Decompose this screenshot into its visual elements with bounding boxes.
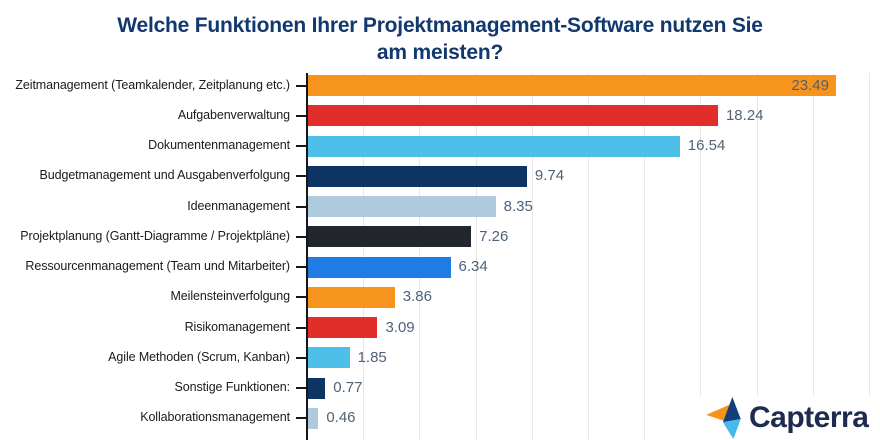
chart-title: Welche Funktionen Ihrer Projektmanagemen… (0, 12, 880, 66)
gridline (812, 73, 814, 440)
axis-tick (296, 145, 306, 147)
bar-value-label: 9.74 (534, 167, 565, 185)
category-label: Ideenmanagement (187, 198, 290, 213)
axis-tick (296, 417, 306, 420)
bar (308, 256, 451, 278)
gridline (475, 73, 477, 440)
bar-value-label: 1.85 (357, 348, 387, 366)
category-label: Sonstige Funktionen: (174, 380, 291, 394)
gridline (644, 73, 646, 440)
axis-tick (296, 356, 306, 359)
category-label: Zeitmanagement (Teamkalender, Zeitplanun… (15, 77, 290, 92)
bar-value-label: 7.26 (479, 227, 509, 245)
axis-tick (296, 175, 306, 178)
category-label: Meilensteinverfolgung (170, 289, 290, 304)
category-label: Risikomanagement (184, 319, 291, 334)
bar-value-label: 8.35 (503, 197, 533, 215)
chart-title-line2: am meisten? (376, 41, 504, 64)
bar (308, 407, 319, 429)
capterra-logo-text: Capterra (749, 401, 869, 434)
bar (308, 286, 395, 308)
bar (308, 196, 496, 217)
bar-value-label: 23.49 (791, 76, 829, 94)
category-label: Projektplanung (Gantt-Diagramme / Projek… (20, 228, 290, 243)
gridline (868, 73, 870, 440)
axis-tick (296, 326, 306, 329)
gridline (587, 73, 589, 440)
category-label: Kollaborationsmanagement (140, 410, 290, 425)
axis-tick (296, 114, 306, 117)
bar (308, 317, 378, 338)
chart-title-line1: Welche Funktionen Ihrer Projektmanagemen… (117, 14, 763, 37)
bar-value-label: 18.24 (725, 106, 764, 124)
axis-tick (296, 235, 306, 238)
category-label: Agile Methoden (Scrum, Kanban) (108, 349, 290, 364)
y-axis-line (306, 73, 308, 440)
bar-value-label: 3.09 (385, 318, 415, 336)
bar-value-label: 6.34 (458, 258, 488, 275)
gridline (531, 73, 533, 440)
axis-tick (296, 296, 306, 299)
category-label: Aufgabenverwaltung (177, 107, 290, 122)
bar (308, 347, 350, 369)
bar-value-label: 0.46 (326, 409, 356, 427)
axis-tick (296, 84, 306, 87)
bar-value-label: 3.86 (402, 288, 432, 306)
bar (308, 75, 836, 96)
bar (308, 135, 680, 157)
gridline (700, 73, 702, 440)
bar-value-label: 16.54 (687, 137, 726, 154)
capterra-logo: Capterra (698, 396, 880, 440)
category-label: Dokumentenmanagement (148, 138, 290, 152)
bar (308, 165, 527, 187)
bar-value-label: 0.77 (333, 379, 363, 396)
axis-tick (296, 205, 306, 208)
category-label: Ressourcenmanagement (Team und Mitarbeit… (25, 259, 290, 273)
bar (308, 226, 472, 248)
axis-tick (296, 387, 306, 389)
category-label: Budgetmanagement und Ausgabenverfolgung (39, 168, 291, 183)
bar (308, 377, 326, 399)
gridline (756, 73, 758, 440)
axis-tick (296, 266, 306, 268)
capterra-arrow-icon (706, 397, 741, 439)
bar (308, 105, 718, 127)
